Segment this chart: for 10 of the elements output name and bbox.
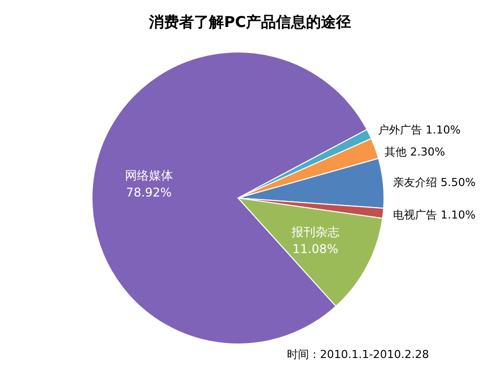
chart-title: 消费者了解PC产品信息的途径 [148, 13, 352, 31]
slice-label: 其他 2.30% [384, 146, 446, 159]
slice-label: 亲友介绍 5.50% [393, 176, 476, 190]
slice-label: 报刊杂志 [290, 225, 340, 240]
slice-label: 网络媒体 [124, 168, 173, 182]
text: 时间：2010.1.1-2010.2.28 [287, 348, 429, 361]
data-label: 11.08% [292, 242, 338, 256]
slice-label: 户外广告 1.10% [378, 124, 461, 137]
data-label: 78.92% [126, 185, 172, 200]
slice-label: 电视广告 1.10% [393, 208, 476, 222]
